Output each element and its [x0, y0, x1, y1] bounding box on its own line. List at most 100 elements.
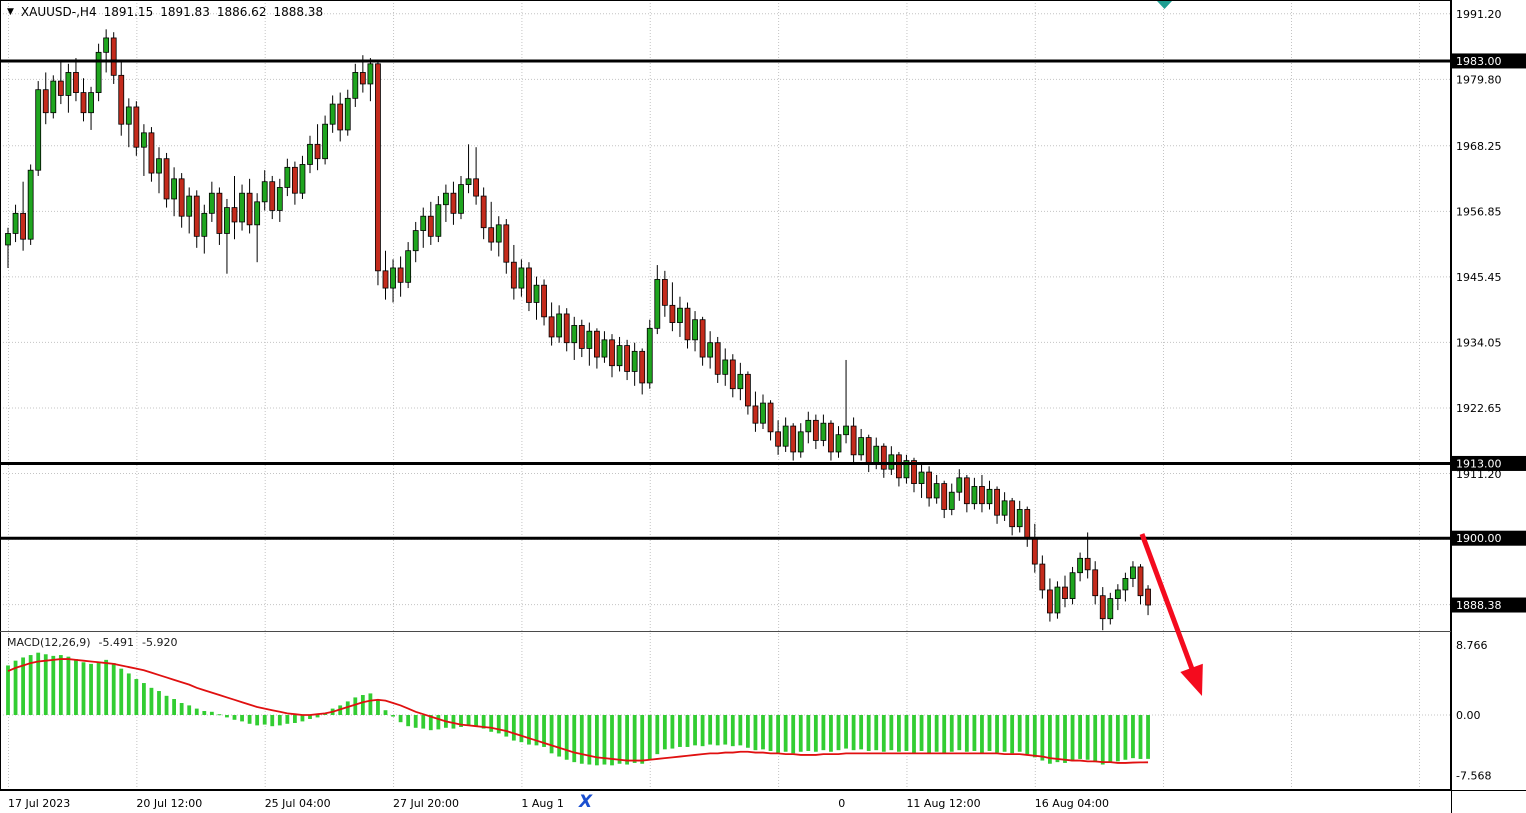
candle-body [896, 454, 902, 479]
candle-body [35, 89, 42, 171]
price-marker-box [1452, 455, 1526, 471]
candle-body [767, 402, 774, 433]
candle-body [57, 80, 64, 96]
time-axis-label: 11 Aug 12:00 [906, 797, 980, 810]
macd-bar [43, 654, 48, 715]
candle-body [231, 207, 238, 223]
macd-bar [89, 663, 93, 715]
candle-body [797, 431, 804, 453]
ohlc-low-value: 1886.62 [216, 5, 267, 19]
macd-bar [376, 700, 380, 715]
candle-body [828, 422, 834, 453]
macd-bar [451, 715, 456, 729]
price-axis-label: 1934.05 [1456, 336, 1502, 349]
trend-arrow-shaft[interactable] [1139, 533, 1199, 680]
chart-shift-marker[interactable] [1157, 1, 1172, 9]
candle-body [911, 460, 917, 484]
macd-signal [7, 658, 1149, 764]
candle-body [843, 425, 849, 436]
macd-bar [504, 715, 509, 737]
macd-bar [889, 715, 894, 751]
macd-bar [1123, 715, 1128, 760]
macd-bar [421, 715, 426, 729]
macd-bar [134, 679, 139, 715]
candle-body [692, 319, 698, 341]
price-marker-label: 1900.00 [1456, 532, 1502, 545]
candle-body [1077, 557, 1083, 574]
macd-bar [315, 715, 320, 718]
candle-body [50, 80, 57, 114]
candle-body [941, 483, 948, 510]
macd-bar [572, 715, 577, 763]
candle-body [760, 402, 766, 424]
macd-bar [798, 715, 803, 752]
candle-body [307, 143, 313, 165]
macd-bar [927, 715, 931, 753]
macd-bar [353, 697, 358, 715]
candle-body [624, 345, 630, 372]
macd-bar [1002, 715, 1007, 752]
candle-body [609, 339, 615, 367]
candle-body [601, 339, 608, 358]
macd-axis-label: -7.568 [1456, 769, 1491, 782]
macd-bar [466, 715, 471, 726]
candle-body [314, 143, 321, 160]
candle-body [510, 261, 517, 289]
macd-bar [595, 715, 599, 766]
candle-body [699, 319, 706, 358]
macd-bar [74, 659, 78, 715]
candle-body [541, 284, 547, 318]
macd-axis-label: 0.00 [1456, 709, 1481, 722]
candle-body [12, 212, 19, 234]
macd-bar [232, 715, 237, 720]
macd-bar [262, 715, 267, 725]
drawn-annotations [1139, 533, 1203, 696]
macd-bar [761, 715, 765, 750]
price-axis-label: 1956.85 [1456, 205, 1502, 218]
macd-bar [202, 711, 207, 715]
price-axis-label: 1991.20 [1456, 8, 1502, 21]
macd-bar [300, 715, 305, 722]
candle-body [397, 267, 404, 283]
macd-bar [36, 652, 41, 715]
macd-bar [179, 703, 184, 715]
macd-bar [1032, 715, 1037, 758]
candlestick-series [5, 29, 1151, 631]
candle-body [745, 373, 751, 407]
candle-body [73, 72, 79, 93]
macd-bar [587, 715, 592, 765]
macd-bar [912, 715, 916, 753]
time-axis-label: 20 Jul 12:00 [136, 797, 202, 810]
symbol-dropdown-icon[interactable]: ▼ [7, 7, 14, 17]
macd-bar [474, 715, 478, 727]
price-axis-label: 1922.65 [1456, 402, 1502, 415]
candle-body [254, 201, 261, 226]
macd-bar [149, 687, 154, 715]
price-marker-label: 1913.00 [1456, 457, 1502, 470]
candle-body [420, 215, 427, 231]
candle-body [65, 72, 72, 96]
macd-bar [632, 715, 637, 763]
macd-bar [934, 715, 939, 752]
candle-body [578, 325, 585, 349]
macd-bar [345, 701, 350, 715]
candle-body [178, 178, 185, 217]
macd-bar [564, 715, 569, 760]
macd-bar [406, 715, 411, 727]
candle-body [563, 313, 570, 344]
trend-arrow-head[interactable] [1180, 663, 1203, 696]
macd-bar [904, 715, 909, 751]
price-marker-label: 1983.00 [1456, 55, 1502, 68]
candle-body [427, 215, 434, 237]
macd-bar [383, 710, 388, 715]
time-axis-label: 27 Jul 20:00 [393, 797, 459, 810]
macd-bar [104, 659, 109, 715]
macd-bar [1108, 715, 1113, 763]
candle-body [224, 207, 230, 234]
macd-axis-label: 8.766 [1456, 639, 1488, 652]
macd-signal-value: -5.920 [142, 636, 178, 649]
macd-bar [1078, 715, 1082, 759]
macd-bar [187, 705, 192, 715]
macd-bar [1055, 715, 1060, 763]
